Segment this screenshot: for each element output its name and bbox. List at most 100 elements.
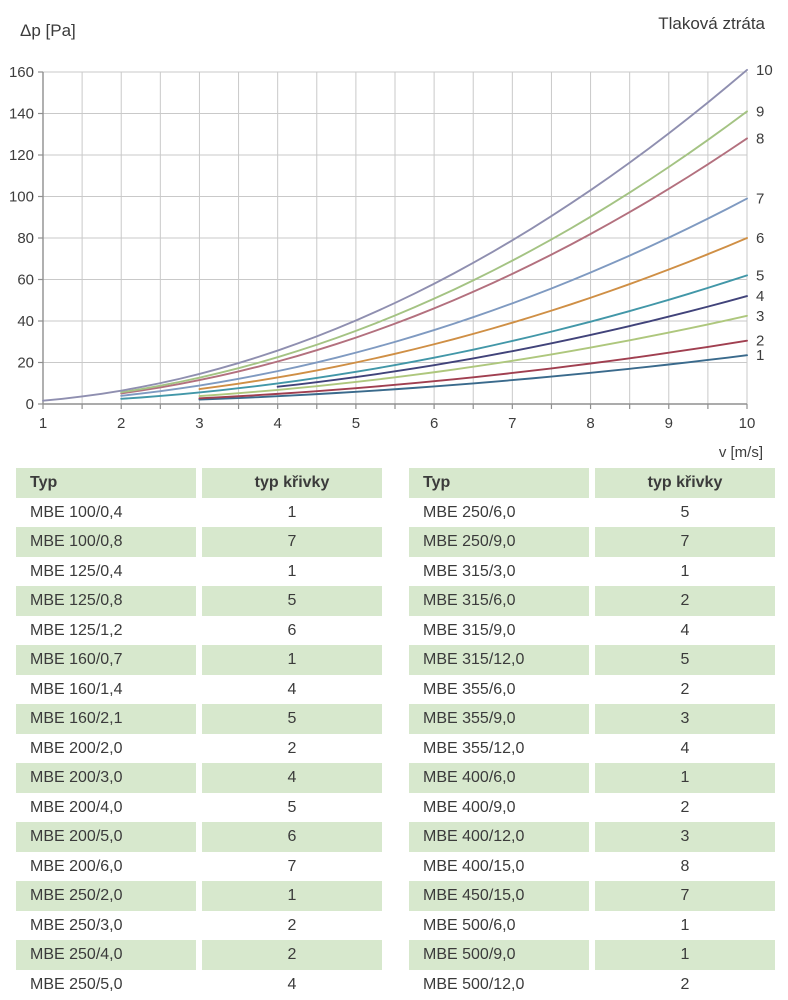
type-cell: MBE 200/3,0 <box>16 763 196 793</box>
curve-type-cell: 4 <box>287 975 297 993</box>
type-cell: MBE 450/15,0 <box>409 881 589 911</box>
curve-label-1: 1 <box>756 347 764 364</box>
table-row: MBE 315/6,0 2 <box>409 586 775 616</box>
column-gap <box>196 881 202 911</box>
curve-type-cell: 1 <box>202 645 382 675</box>
table-row: MBE 315/12,0 5 <box>409 645 775 675</box>
type-cell: MBE 355/12,0 <box>423 739 525 757</box>
chart-title: Tlaková ztráta <box>658 14 765 33</box>
curve-type-cell: 8 <box>680 857 690 875</box>
table-header-row: Typ typ křivky <box>16 468 382 498</box>
column-gap <box>196 940 202 970</box>
curve-label-7: 7 <box>756 191 764 208</box>
curve-type-cell: 2 <box>595 586 775 616</box>
y-tick-label: 20 <box>17 355 34 372</box>
column-gap <box>589 674 595 704</box>
x-tick-label: 8 <box>586 415 594 432</box>
table-row: MBE 355/9,0 3 <box>409 704 775 734</box>
table-row: MBE 400/9,0 2 <box>409 792 775 822</box>
table-row: MBE 450/15,0 7 <box>409 881 775 911</box>
curve-line-3 <box>198 314 748 398</box>
table-row: MBE 100/0,4 1 <box>16 497 382 527</box>
y-tick-label: 0 <box>26 396 34 413</box>
table-row: MBE 160/1,4 4 <box>16 674 382 704</box>
table-row: MBE 125/0,4 1 <box>16 556 382 586</box>
table-row: MBE 250/4,0 2 <box>16 940 382 970</box>
column-gap <box>196 615 202 645</box>
table-row: MBE 200/5,0 6 <box>16 822 382 852</box>
pressure-loss-chart: Δp [Pa] Tlaková ztráta 02040608010012014… <box>9 14 773 461</box>
type-cell: MBE 355/9,0 <box>409 704 589 734</box>
type-cell: MBE 315/9,0 <box>423 621 516 639</box>
column-gap <box>589 881 595 911</box>
table-row: MBE 500/12,0 2 <box>409 969 775 999</box>
curve-label-5: 5 <box>756 267 764 284</box>
curve-type-cell: 7 <box>595 881 775 911</box>
table-row: MBE 400/15,0 8 <box>409 851 775 881</box>
curve-type-cell: 4 <box>680 739 690 757</box>
type-cell: MBE 250/2,0 <box>16 881 196 911</box>
curve-line-9 <box>120 110 748 394</box>
column-gap <box>196 733 202 763</box>
column-gap <box>589 940 595 970</box>
table-row: MBE 500/6,0 1 <box>409 910 775 940</box>
curve-type-cell: 2 <box>287 739 297 757</box>
table-row: MBE 160/0,7 1 <box>16 645 382 675</box>
column-gap <box>589 645 595 675</box>
type-cell: MBE 200/4,0 <box>30 798 123 816</box>
curve-type-cell: 5 <box>202 704 382 734</box>
table-row: MBE 355/6,0 2 <box>409 674 775 704</box>
curve-label-3: 3 <box>756 308 764 325</box>
column-gap <box>196 822 202 852</box>
x-tick-label: 10 <box>739 415 756 432</box>
type-cell: MBE 315/6,0 <box>409 586 589 616</box>
type-cell: MBE 250/9,0 <box>409 527 589 557</box>
column-gap <box>196 527 202 557</box>
table-row: MBE 250/9,0 7 <box>409 527 775 557</box>
curve-label-9: 9 <box>756 103 764 120</box>
curve-label-10: 10 <box>756 62 773 79</box>
x-tick-label: 9 <box>665 415 673 432</box>
curve-type-cell: 2 <box>680 680 690 698</box>
type-cell: MBE 200/2,0 <box>30 739 123 757</box>
y-tick-label: 40 <box>17 313 34 330</box>
chart-tick-labels: 0 20 40 60 80 100 120 140 160 1 2 3 4 5 6 7 8 9 10 <box>9 64 755 432</box>
column-gap <box>589 969 595 999</box>
type-cell: MBE 400/6,0 <box>409 763 589 793</box>
column-gap <box>196 969 202 999</box>
curve-label-2: 2 <box>756 333 764 350</box>
type-cell: MBE 400/12,0 <box>409 822 589 852</box>
column-gap <box>589 704 595 734</box>
table-row: MBE 250/2,0 1 <box>16 881 382 911</box>
x-tick-label: 7 <box>508 415 516 432</box>
curve-type-cell: 1 <box>287 503 297 521</box>
y-tick-label: 60 <box>17 272 34 289</box>
type-curve-table-right: Typ typ křivky MBE 250/6,0 5 MBE 250/9,0 7 MBE… <box>409 468 775 999</box>
column-gap <box>589 733 595 763</box>
chart-curves <box>42 68 748 402</box>
type-cell: MBE 250/4,0 <box>16 940 196 970</box>
column-gap <box>196 704 202 734</box>
curve-type-cell: 3 <box>595 822 775 852</box>
column-gap <box>196 910 202 940</box>
column-gap <box>196 497 202 527</box>
table-row: MBE 160/2,1 5 <box>16 704 382 734</box>
column-gap <box>589 851 595 881</box>
column-gap <box>589 763 595 793</box>
table-row: MBE 400/6,0 1 <box>409 763 775 793</box>
column-gap <box>589 497 595 527</box>
x-tick-label: 3 <box>195 415 203 432</box>
type-cell: MBE 200/5,0 <box>16 822 196 852</box>
table-row: MBE 500/9,0 1 <box>409 940 775 970</box>
x-tick-label: 2 <box>117 415 125 432</box>
curve-type-cell: 1 <box>595 763 775 793</box>
curve-type-cell: 2 <box>202 940 382 970</box>
curve-label-6: 6 <box>756 230 764 247</box>
table-row: MBE 125/1,2 6 <box>16 615 382 645</box>
type-cell: MBE 160/1,4 <box>30 680 123 698</box>
column-gap <box>196 763 202 793</box>
type-cell: MBE 400/15,0 <box>423 857 525 875</box>
curve-type-cell: 3 <box>595 704 775 734</box>
type-cell: MBE 200/6,0 <box>30 857 123 875</box>
x-tick-label: 1 <box>39 415 47 432</box>
